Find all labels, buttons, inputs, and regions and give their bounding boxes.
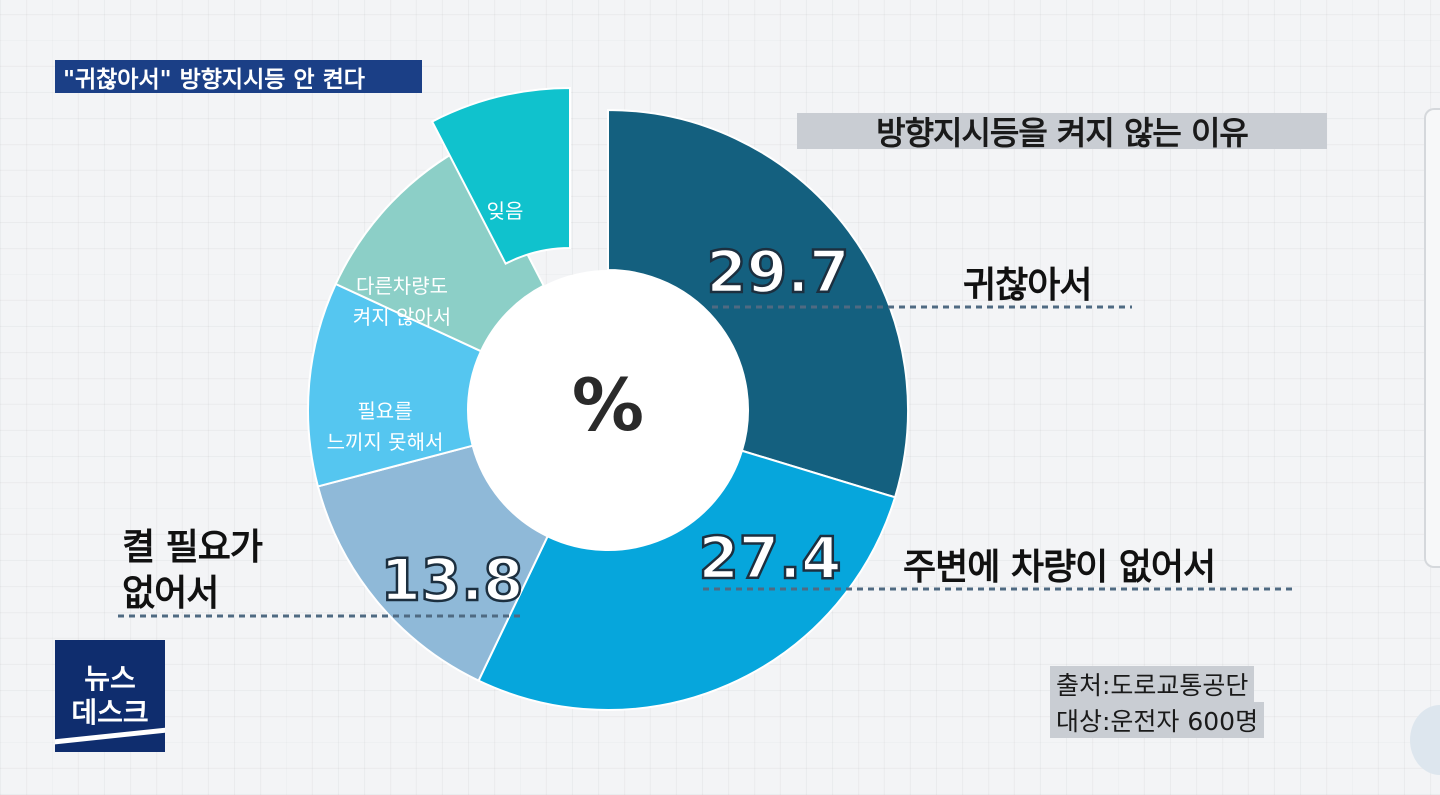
chart-title-text: 방향지시등을 켜지 않는 이유 [876,114,1249,152]
category-label-no-need-line1: 켤 필요가 [122,527,263,568]
logo-line1: 뉴스 [84,662,136,695]
logo-line2: 데스크 [71,696,149,729]
chart-title: 방향지시등을 켜지 않는 이유 [797,113,1327,152]
headline-text: "귀찮아서" 방향지시등 안 켠다 [63,66,365,93]
donut-hole [468,270,748,550]
edge-side-panel [1424,108,1440,568]
slice-forget [430,86,571,266]
value-label-annoying: 29.7 [706,238,849,306]
subjects-note: 대상:운전자 600명 [1050,702,1265,738]
value-label-no-cars: 27.4 [698,524,841,592]
value-label-no-need: 13.8 [380,546,523,614]
news-desk-logo: 뉴스 데스크 [55,640,165,752]
slice-label-no-feel-line2: 느끼지 못해서 [327,430,444,454]
slice-label-forget: 잊음 [487,199,524,223]
center-percent-label: % [572,363,644,447]
source-note: 출처:도로교통공단 [1050,666,1255,702]
slice-label-others-line1: 다른차량도 [356,274,448,298]
category-label-annoying: 귀찮아서 [963,265,1092,306]
slice-label-others-line2: 켜지 않아서 [353,305,451,329]
category-label-no-need-line2: 없어서 [122,573,219,614]
headline-banner: "귀찮아서" 방향지시등 안 켠다 [55,60,422,93]
slice-annoying [607,108,909,499]
slice-label-no-feel-line1: 필요를 [357,399,412,423]
category-label-no-cars: 주변에 차량이 없어서 [903,547,1216,588]
